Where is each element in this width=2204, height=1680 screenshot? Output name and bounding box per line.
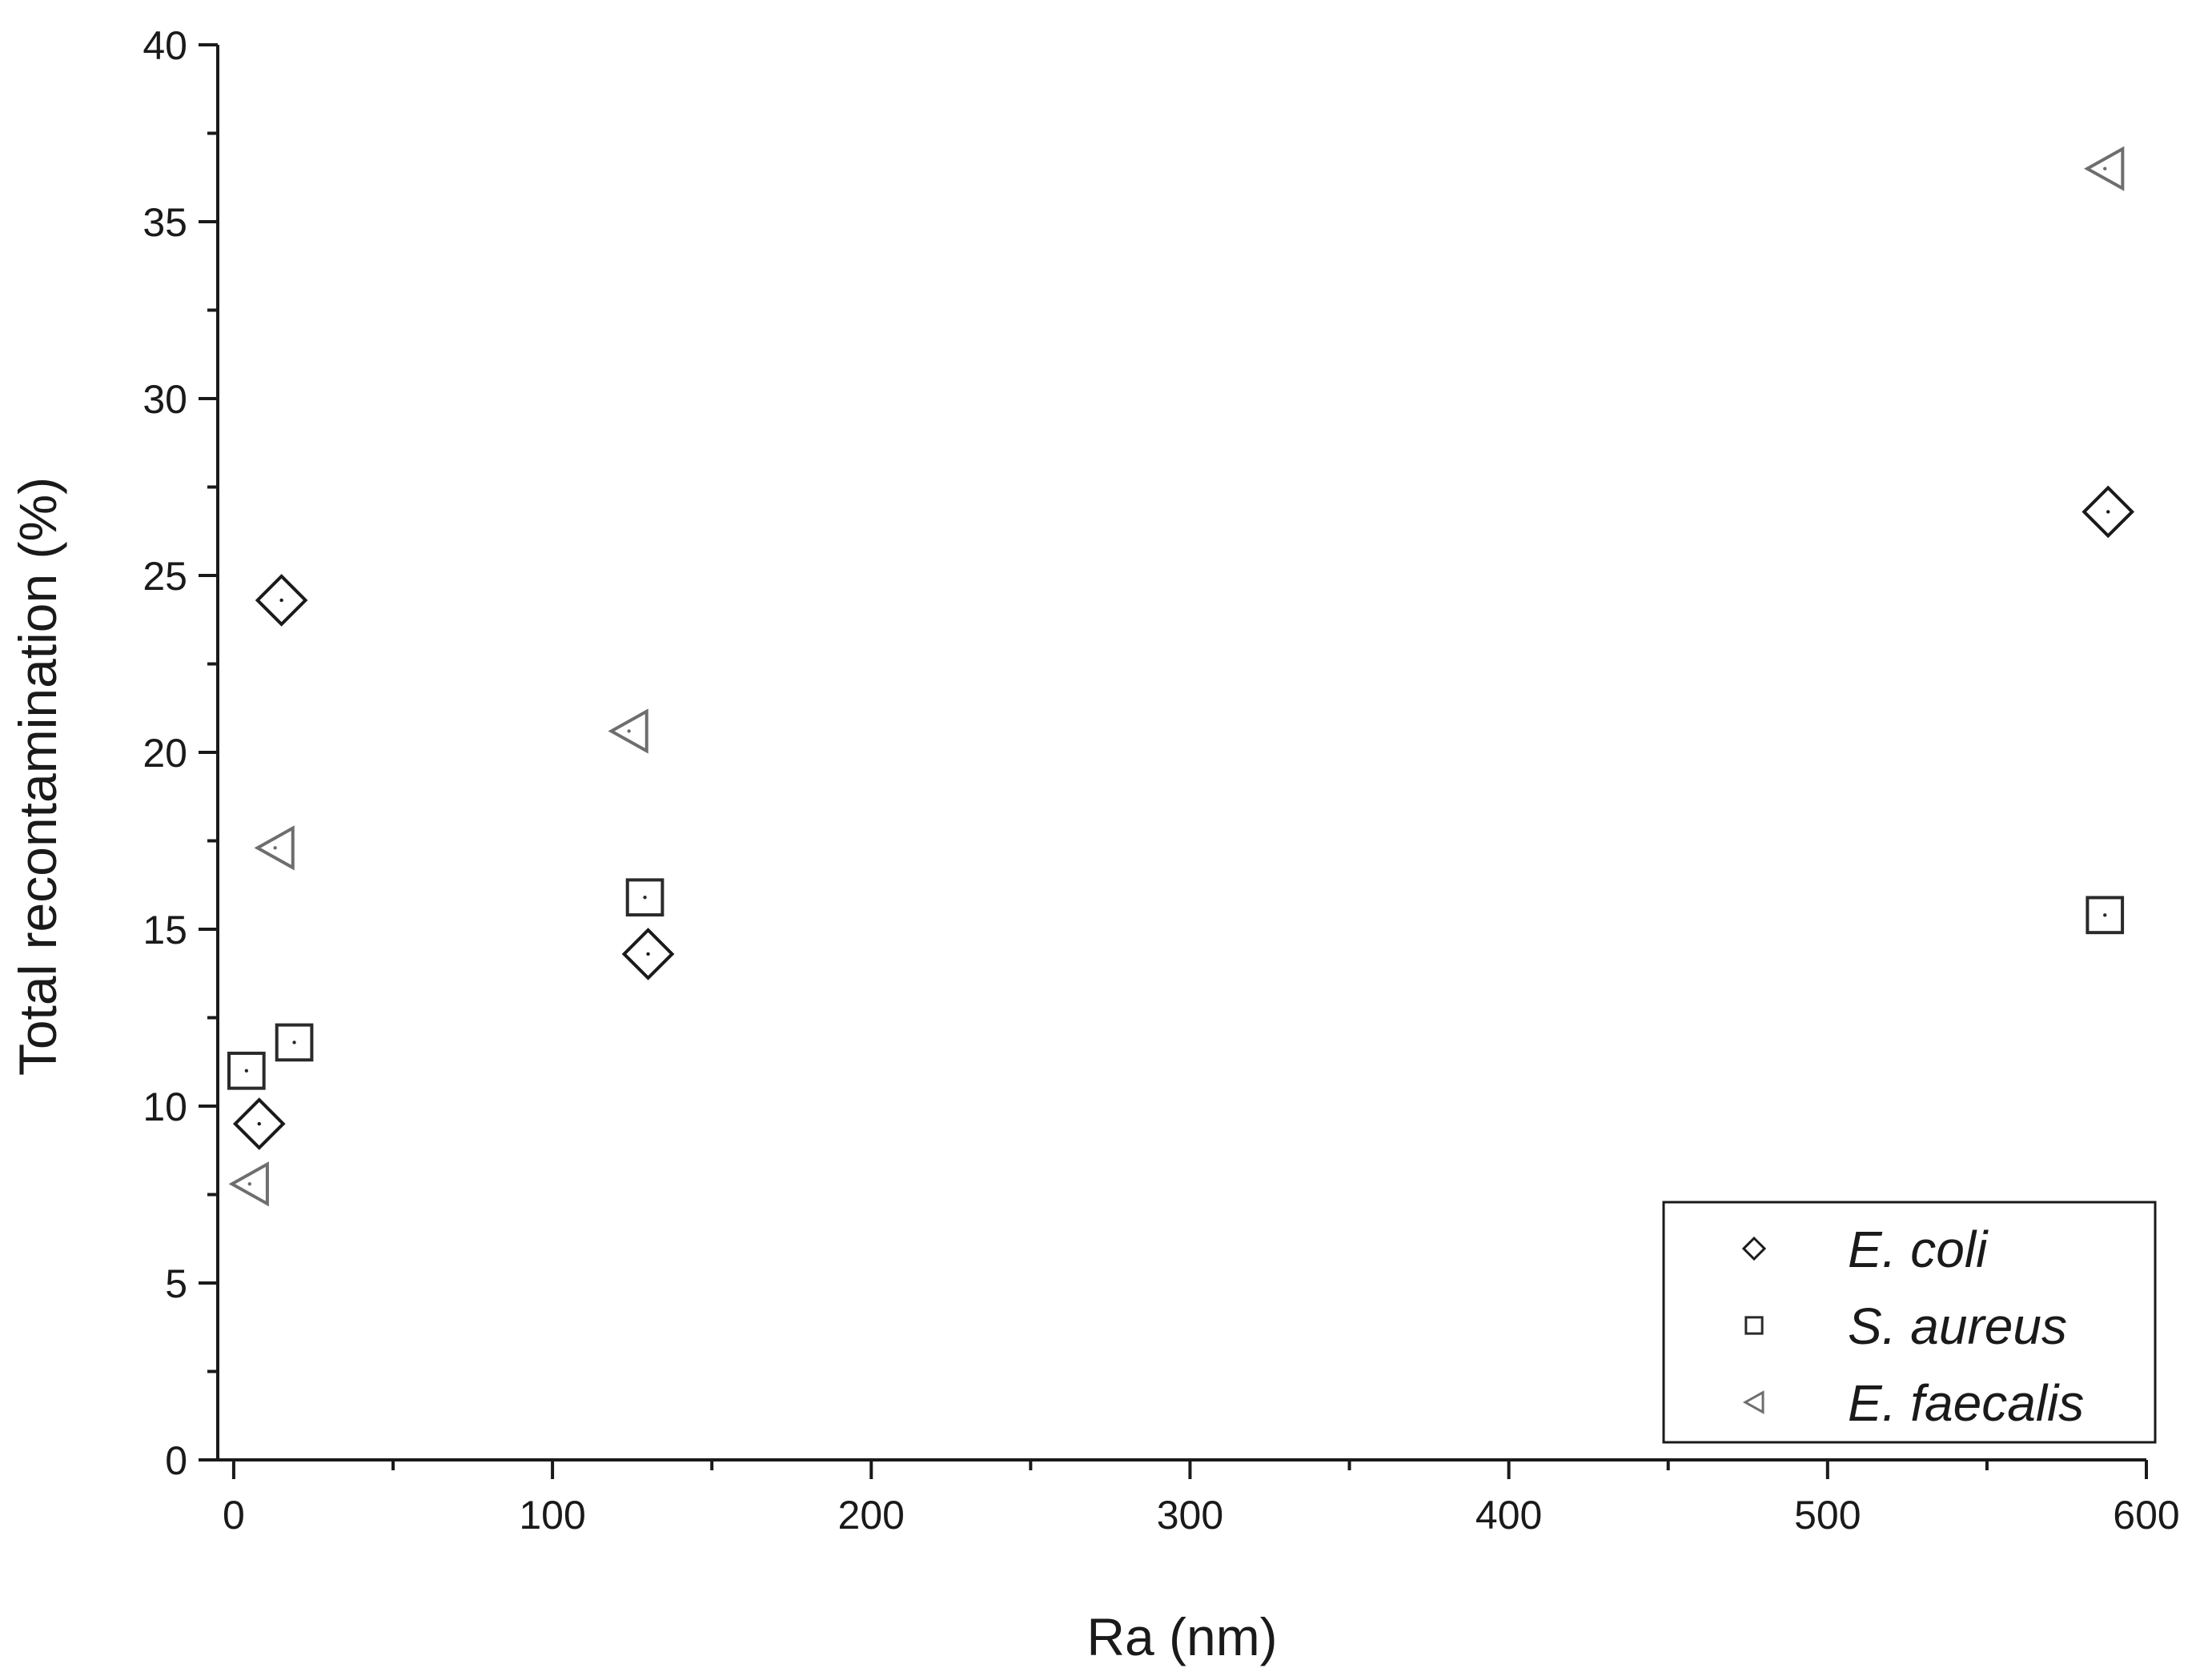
y-tick-label: 0	[165, 1438, 187, 1483]
legend-marker	[1742, 1390, 1764, 1414]
y-tick-label: 10	[143, 1085, 187, 1129]
x-tick-label: 500	[1794, 1493, 1861, 1538]
legend-label: E. coli	[1848, 1221, 1989, 1278]
data-point	[227, 1051, 266, 1090]
data-point	[608, 708, 648, 754]
data-point	[275, 1023, 314, 1062]
y-tick-label: 30	[143, 377, 187, 422]
data-point	[2084, 146, 2125, 191]
y-tick-label: 25	[143, 554, 187, 599]
y-tick-label: 40	[143, 23, 187, 68]
x-tick-label: 100	[519, 1493, 585, 1538]
x-tick-label: 600	[2113, 1493, 2179, 1538]
data-point	[621, 928, 675, 980]
data-points	[227, 146, 2135, 1207]
legend-label: E. faecalis	[1848, 1374, 2084, 1432]
data-point	[232, 1097, 286, 1150]
data-point	[2086, 896, 2125, 935]
data-point	[255, 574, 308, 627]
x-axis-title: Ra (nm)	[1086, 1607, 1277, 1666]
data-point	[2082, 485, 2135, 539]
x-tick-label: 400	[1475, 1493, 1542, 1538]
data-point	[625, 878, 664, 917]
x-tick-label: 300	[1157, 1493, 1223, 1538]
y-tick-label: 35	[143, 200, 187, 245]
data-point	[254, 825, 295, 871]
y-tick-label: 20	[143, 731, 187, 776]
y-tick-label: 5	[165, 1261, 187, 1306]
legend-marker	[1744, 1316, 1764, 1335]
x-tick-label: 200	[838, 1493, 905, 1538]
x-tick-label: 0	[223, 1493, 245, 1538]
tick-marks	[199, 43, 2148, 1479]
y-axis-title: Total recontamination (%)	[8, 477, 67, 1076]
data-point	[228, 1161, 269, 1207]
legend-marker	[1741, 1236, 1767, 1261]
legend: E. coli S. aureus E. faecalis	[1662, 1201, 2157, 1444]
legend-label: S. aureus	[1848, 1297, 2067, 1355]
y-tick-label: 15	[143, 908, 187, 952]
